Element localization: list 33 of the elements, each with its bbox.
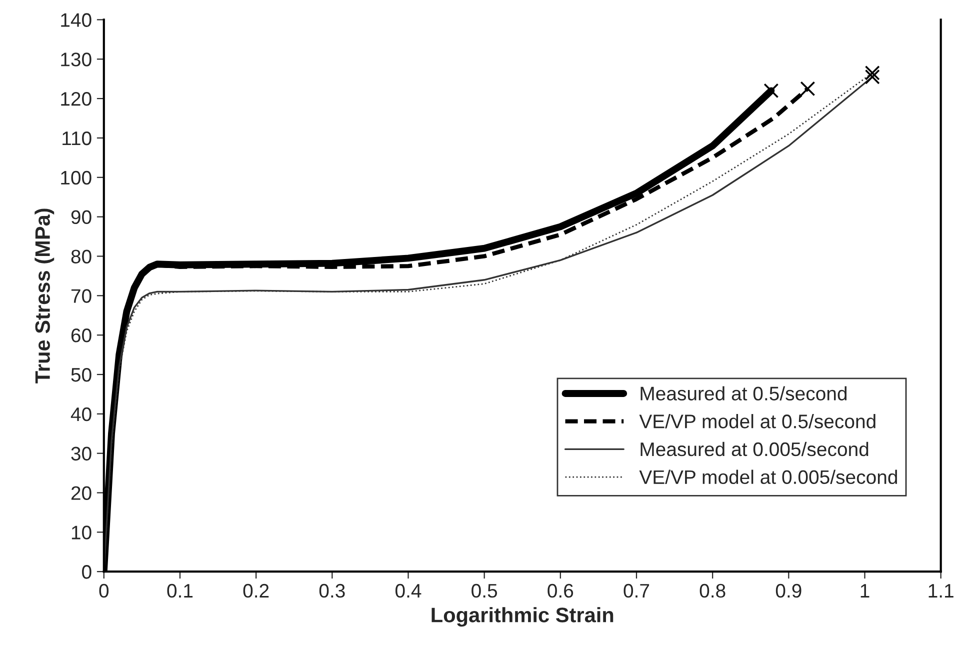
y-tick-label: 50 bbox=[71, 368, 92, 382]
x-tick-label: 0 bbox=[99, 584, 109, 598]
y-tick-label: 120 bbox=[61, 92, 92, 106]
x-tick-label: 0.2 bbox=[243, 584, 269, 598]
x-tick-label: 0.6 bbox=[548, 584, 574, 598]
x-tick-label: 0.3 bbox=[319, 584, 345, 598]
y-tick-label: 140 bbox=[61, 13, 92, 27]
y-tick-label: 90 bbox=[71, 210, 92, 224]
x-tick-label: 0.4 bbox=[395, 584, 422, 598]
y-tick-label: 130 bbox=[61, 52, 92, 66]
legend-label: Measured at 0.005/second bbox=[640, 442, 868, 456]
y-axis-title: True Stress (MPa) bbox=[34, 208, 54, 384]
x-tick-label: 0.1 bbox=[167, 584, 193, 598]
x-tick-label: 1 bbox=[860, 584, 870, 598]
y-tick-label: 80 bbox=[71, 250, 92, 264]
y-tick-label: 30 bbox=[71, 446, 92, 461]
x-tick-label: 0.8 bbox=[700, 584, 726, 598]
x-tick-label: 0.9 bbox=[776, 584, 802, 598]
y-tick-label: 60 bbox=[71, 328, 92, 342]
y-tick-label: 100 bbox=[61, 170, 92, 185]
legend-label: VE/VP model at 0.5/second bbox=[639, 414, 876, 428]
y-tick-label: 40 bbox=[70, 407, 92, 422]
x-axis-title: Logarithmic Strain bbox=[432, 607, 614, 627]
x-tick-label: 0.7 bbox=[624, 584, 650, 598]
y-tick-label: 0 bbox=[82, 565, 92, 579]
y-tick-label: 20 bbox=[71, 486, 92, 500]
x-tick-label: 0.5 bbox=[472, 584, 498, 598]
legend-label: VE/VP model at 0.005/second bbox=[639, 470, 897, 484]
y-tick-label: 70 bbox=[71, 289, 92, 303]
legend-label: Measured at 0.5/second bbox=[640, 386, 847, 400]
y-tick-label: 10 bbox=[72, 526, 92, 540]
y-tick-label: 110 bbox=[62, 131, 92, 146]
x-tick-label: 1.1 bbox=[928, 584, 954, 598]
